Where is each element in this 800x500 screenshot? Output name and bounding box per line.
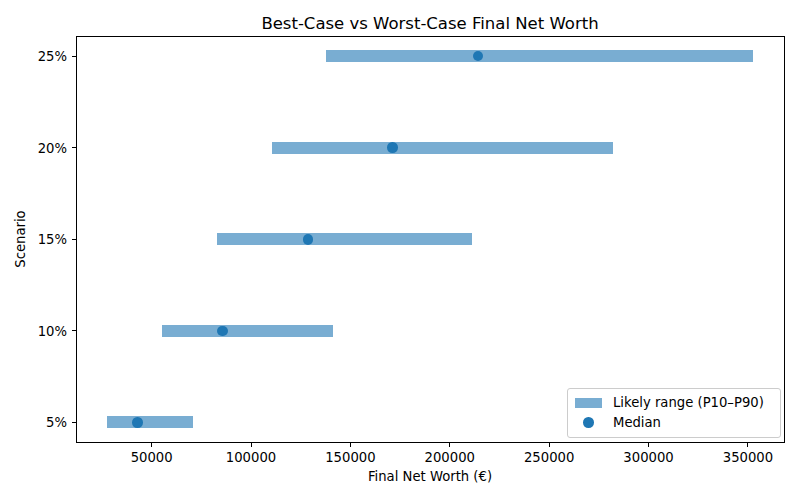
x-tick-label: 350000 xyxy=(703,450,793,465)
x-tick-label: 50000 xyxy=(107,450,197,465)
chart-title: Best-Case vs Worst-Case Final Net Worth xyxy=(76,13,785,35)
median-dot xyxy=(217,326,228,337)
x-tick-mark xyxy=(648,443,649,447)
range-bar xyxy=(107,416,193,428)
x-tick-mark xyxy=(747,443,748,447)
x-tick-label: 250000 xyxy=(504,450,594,465)
legend-median-marker-wrap xyxy=(575,417,602,428)
x-tick-label: 150000 xyxy=(305,450,395,465)
x-tick-mark xyxy=(549,443,550,447)
x-axis-label: Final Net Worth (€) xyxy=(76,469,785,484)
legend-median-label: Median xyxy=(613,415,661,430)
chart: Best-Case vs Worst-Case Final Net Worth … xyxy=(0,0,800,500)
x-tick-mark xyxy=(251,443,252,447)
legend-range-swatch xyxy=(575,398,602,408)
y-tick-label: 25% xyxy=(0,49,67,64)
y-tick-mark xyxy=(72,147,76,148)
y-tick-label: 20% xyxy=(0,140,67,155)
median-dot xyxy=(132,417,143,428)
median-dot xyxy=(387,142,398,153)
legend-median-dot xyxy=(583,417,594,428)
y-tick-label: 10% xyxy=(0,323,67,338)
y-tick-label: 15% xyxy=(0,232,67,247)
x-tick-label: 200000 xyxy=(405,450,495,465)
x-tick-label: 300000 xyxy=(604,450,694,465)
y-tick-mark xyxy=(72,56,76,57)
legend-item-range: Likely range (P10–P90) xyxy=(575,393,780,413)
range-bar xyxy=(326,50,753,62)
y-tick-mark xyxy=(72,422,76,423)
range-bar xyxy=(217,233,472,245)
legend-range-label: Likely range (P10–P90) xyxy=(613,395,764,410)
y-tick-mark xyxy=(72,239,76,240)
range-bar xyxy=(162,325,333,337)
y-tick-mark xyxy=(72,330,76,331)
x-tick-mark xyxy=(151,443,152,447)
y-tick-label: 5% xyxy=(0,415,67,430)
x-tick-label: 100000 xyxy=(206,450,296,465)
legend-item-median: Median xyxy=(575,413,780,433)
x-tick-mark xyxy=(350,443,351,447)
legend: Likely range (P10–P90) Median xyxy=(567,388,781,438)
plot-area xyxy=(76,36,785,443)
median-dot xyxy=(303,234,314,245)
range-bar xyxy=(272,142,613,154)
x-tick-mark xyxy=(449,443,450,447)
